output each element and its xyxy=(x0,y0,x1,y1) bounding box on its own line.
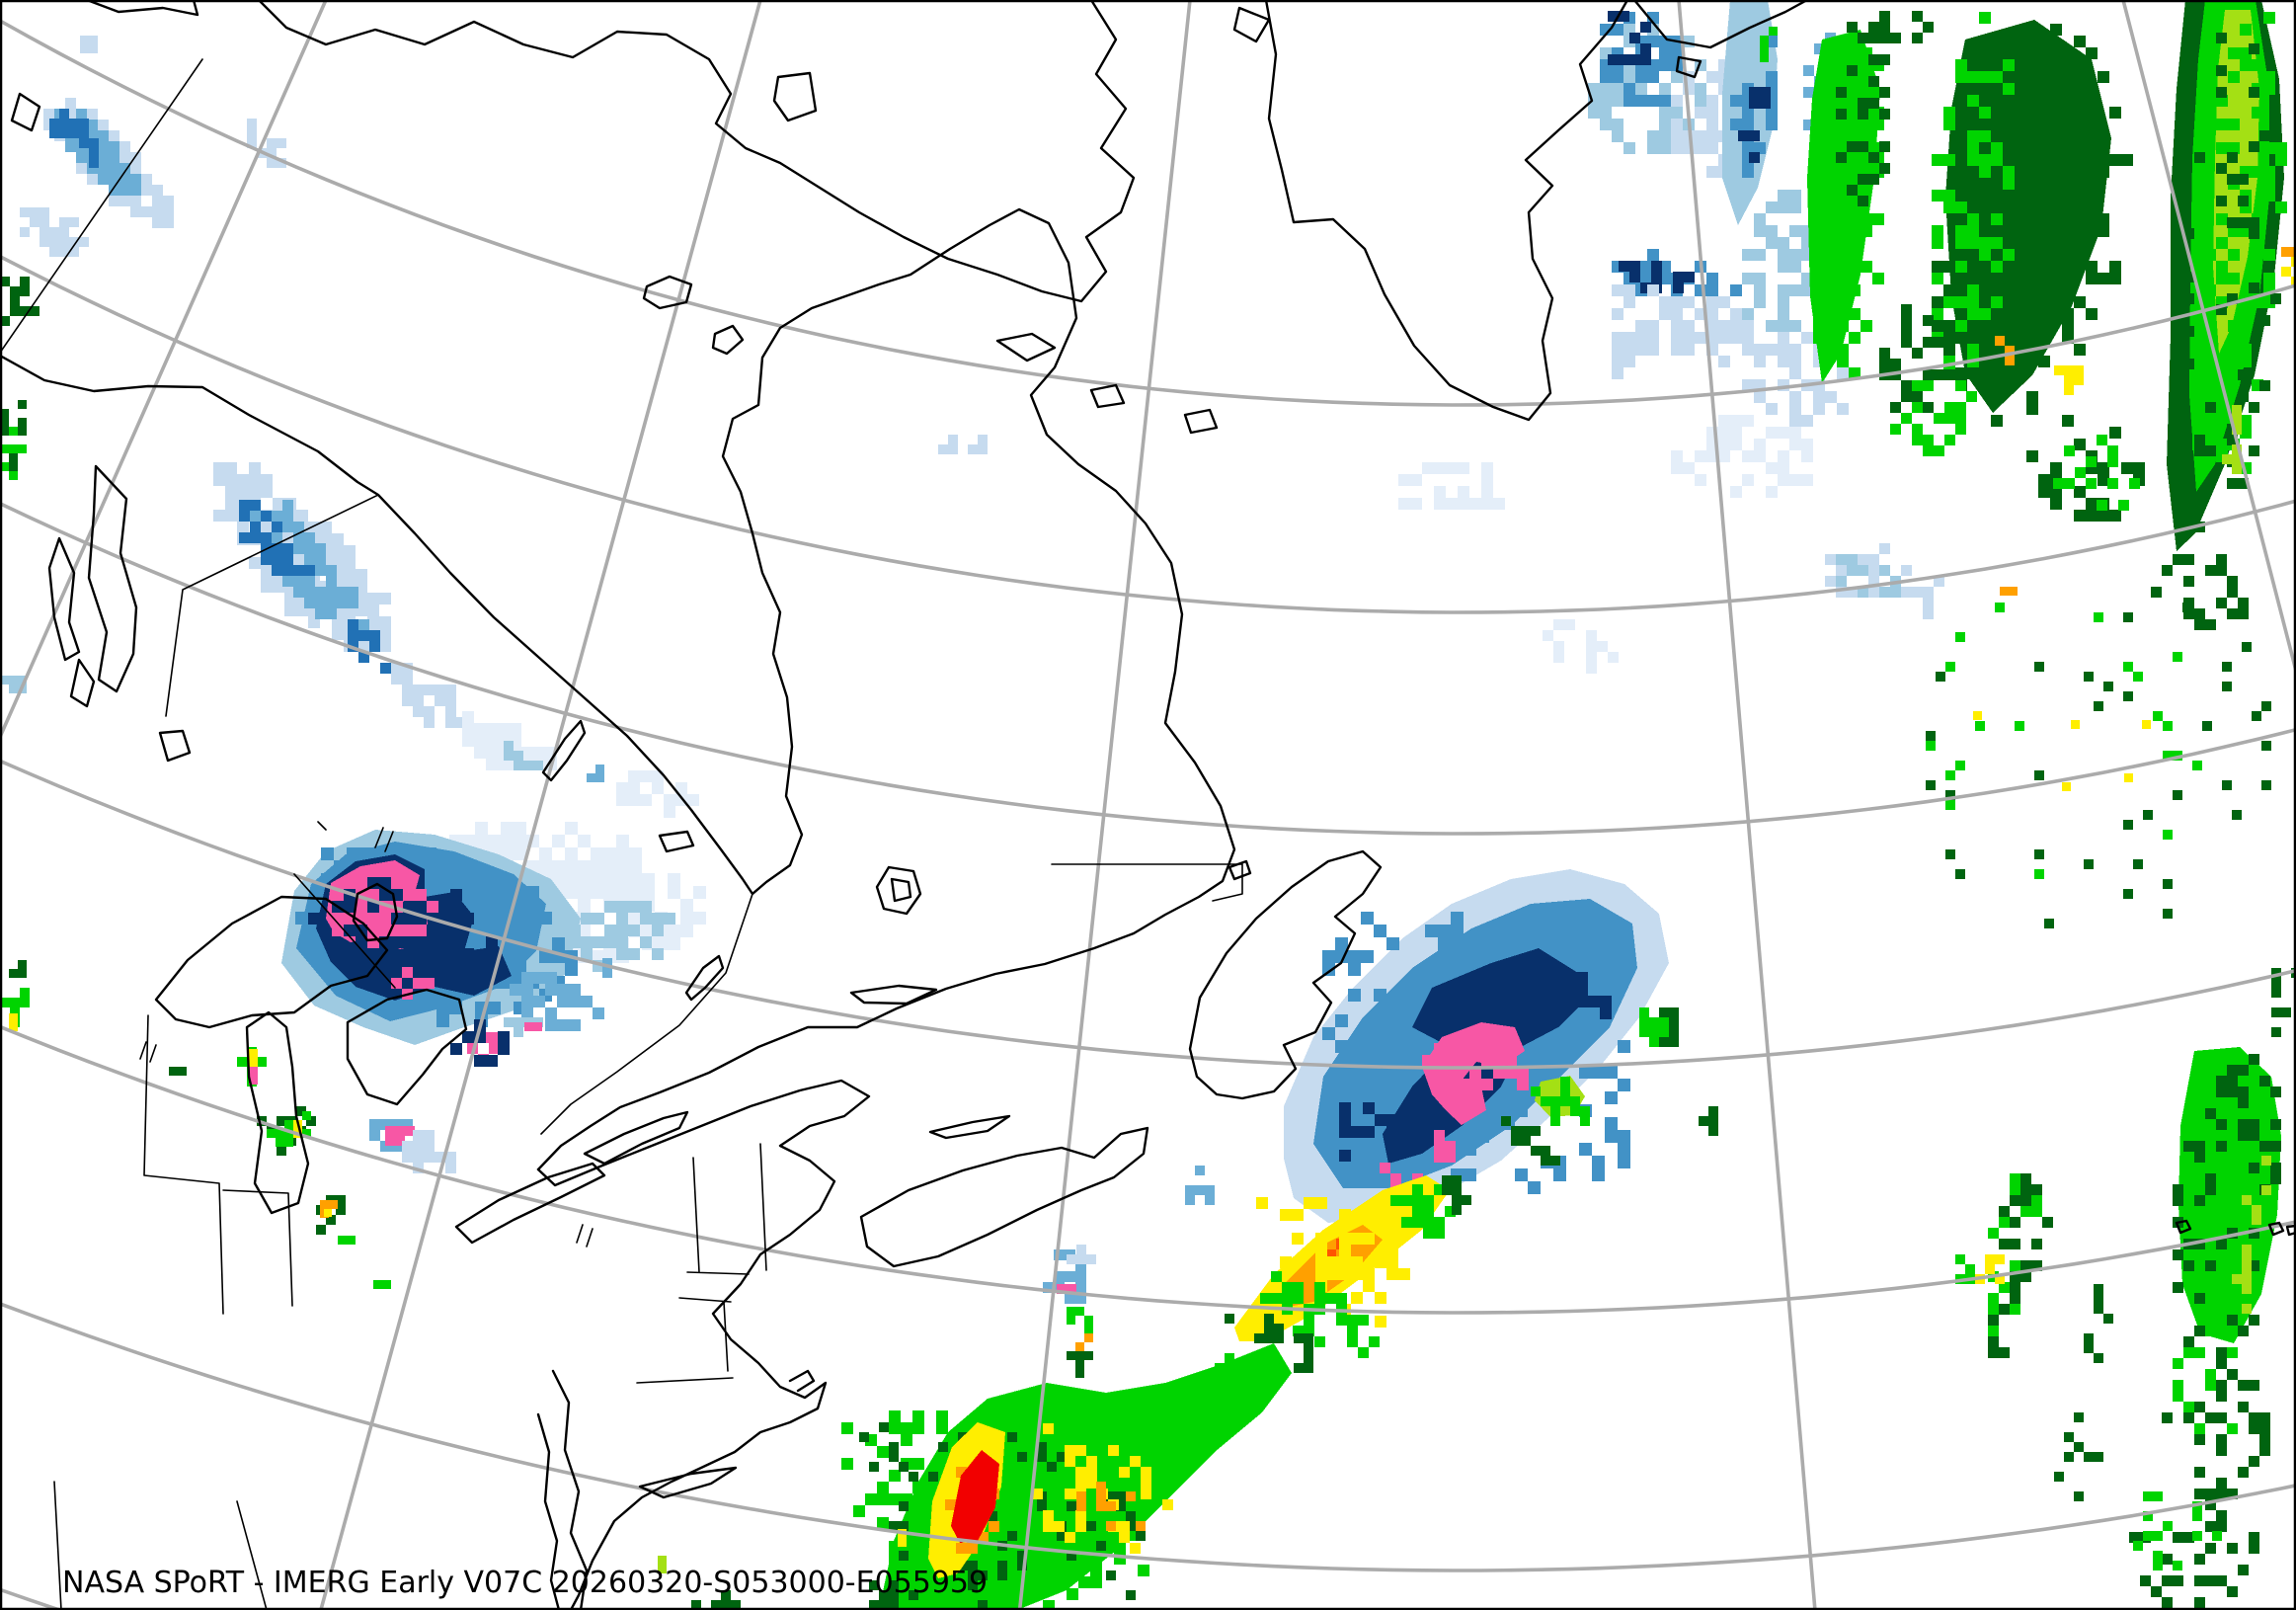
graticule-parallel xyxy=(0,1024,2296,1315)
graticule-meridian xyxy=(1677,0,1817,1610)
coastline xyxy=(10,0,199,132)
coastline xyxy=(875,865,922,916)
political-border xyxy=(636,1143,767,1384)
coastline xyxy=(154,895,389,1029)
map-caption: NASA SPoRT - IMERG Early V07C 20260320-S… xyxy=(62,1566,988,1600)
political-border xyxy=(540,893,753,1135)
coastline xyxy=(658,830,695,853)
coastline xyxy=(638,1466,738,1499)
graticule-meridian xyxy=(0,0,328,742)
political-border xyxy=(139,821,594,1248)
graticule-meridian xyxy=(1017,0,1192,1610)
coastline xyxy=(536,1079,871,1610)
graticule-parallel xyxy=(0,254,2296,614)
coastline xyxy=(346,988,468,1106)
coastline xyxy=(995,332,1219,435)
coastline xyxy=(158,729,192,763)
graticule-meridian xyxy=(2121,0,2296,679)
coastline xyxy=(47,536,81,662)
coastline xyxy=(536,1369,589,1610)
coastline xyxy=(1632,0,1809,49)
political-border xyxy=(1051,863,1243,902)
political-border xyxy=(0,58,203,354)
political-border xyxy=(143,1014,293,1315)
coastline xyxy=(1675,55,1702,79)
graticule-parallel xyxy=(0,1587,65,1610)
coastline xyxy=(583,1110,689,1166)
coastline xyxy=(0,207,1236,1171)
graticule-parallel xyxy=(0,759,2296,1070)
coastline xyxy=(1227,859,1252,881)
coastline xyxy=(642,275,693,310)
political-border xyxy=(165,494,379,717)
border-layer xyxy=(0,58,1243,1610)
coastline xyxy=(928,1114,1011,1140)
coastline xyxy=(1232,6,1271,43)
coastline xyxy=(257,0,1136,303)
coastline xyxy=(87,464,138,693)
political-border xyxy=(293,873,396,989)
coastline xyxy=(788,1369,816,1393)
graticule-parallel xyxy=(0,1301,2296,1572)
coastline xyxy=(849,984,938,1006)
graticule-parallel xyxy=(0,18,2296,407)
coastline xyxy=(2175,1219,2296,1237)
political-border xyxy=(53,1481,268,1610)
coastline xyxy=(352,882,399,942)
coastline xyxy=(772,71,818,122)
coastline xyxy=(711,324,745,356)
coastline xyxy=(245,1010,310,1215)
coastline xyxy=(1188,849,1383,1100)
coastline xyxy=(684,954,725,1002)
coastline xyxy=(454,1162,606,1245)
graticule-meridian xyxy=(319,0,762,1610)
coastline xyxy=(69,658,96,708)
coastline xyxy=(541,719,587,782)
coastline xyxy=(859,1126,1149,1268)
graticule-parallel xyxy=(0,501,2296,836)
coastline xyxy=(1264,0,1629,422)
